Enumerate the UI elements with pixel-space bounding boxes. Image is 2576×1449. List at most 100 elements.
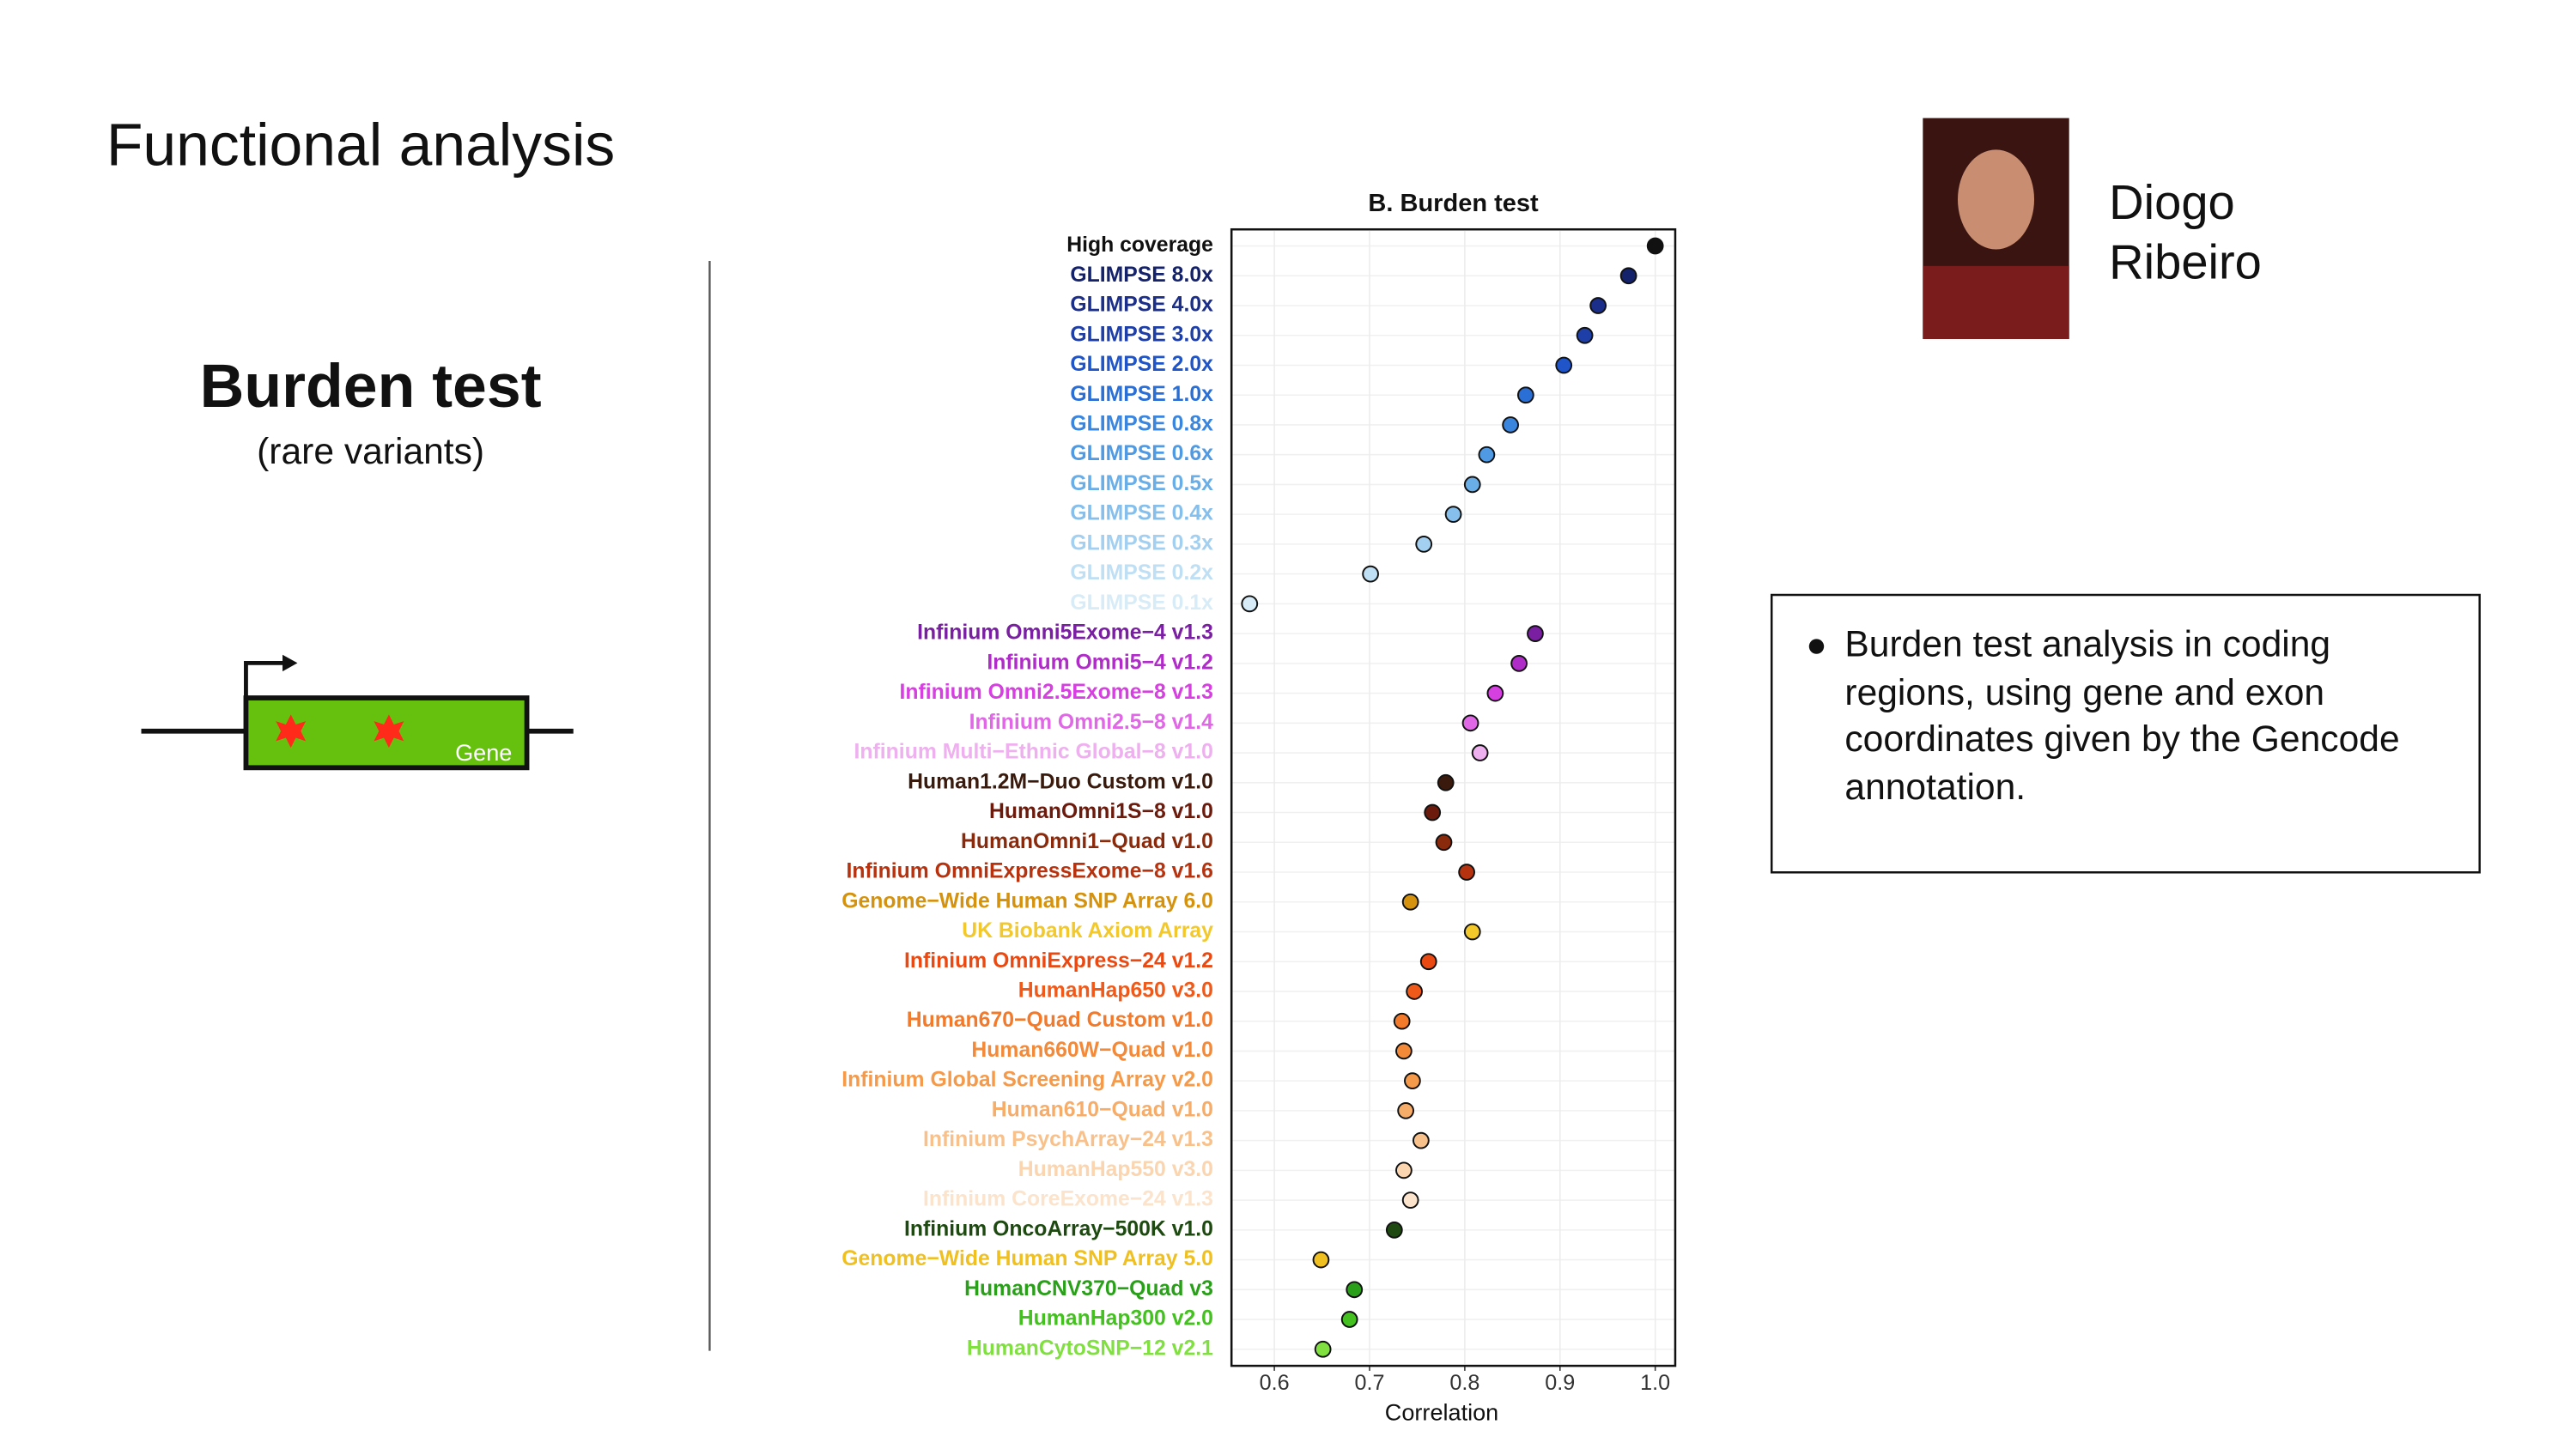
dot xyxy=(1385,1221,1403,1239)
dot xyxy=(1415,536,1433,553)
dot xyxy=(1471,744,1489,761)
arrow-head xyxy=(283,654,298,672)
x-tick-label: 0.8 xyxy=(1449,1371,1479,1395)
y-tick-label: GLIMPSE 1.0x xyxy=(1070,383,1213,406)
left-subheading: (rare variants) xyxy=(257,431,484,472)
chart-title: B. Burden test xyxy=(1368,190,1539,217)
dot xyxy=(1646,237,1664,255)
dot xyxy=(1395,1161,1413,1179)
dot xyxy=(1510,654,1528,672)
dot xyxy=(1340,1311,1358,1328)
y-tick-label: HumanCytoSNP−12 v2.1 xyxy=(967,1337,1213,1360)
bullet-dot xyxy=(1808,639,1825,654)
variant-star xyxy=(374,714,404,749)
speaker-name: Ribeiro xyxy=(2109,235,2262,289)
dot xyxy=(1362,565,1379,583)
dot xyxy=(1406,983,1423,1000)
dot xyxy=(1401,893,1419,911)
gene-label: Gene xyxy=(455,739,512,766)
y-tick-label: Infinium OmniExpressExome−8 v1.6 xyxy=(847,860,1213,883)
dot xyxy=(1419,953,1437,971)
dot xyxy=(1435,834,1453,852)
variant-star xyxy=(276,714,307,749)
y-tick-label: HumanOmni1S−8 v1.0 xyxy=(989,800,1213,823)
y-tick-label: Infinium Omni2.5Exome−8 v1.3 xyxy=(899,681,1212,704)
y-tick-label: HumanHap650 v3.0 xyxy=(1018,979,1213,1002)
y-tick-label: Genome−Wide Human SNP Array 5.0 xyxy=(841,1247,1213,1270)
dot xyxy=(1516,386,1534,404)
y-tick-label: Infinium Omni5−4 v1.2 xyxy=(987,651,1213,674)
dot xyxy=(1463,923,1481,941)
speaker-name: Diogo xyxy=(2109,175,2235,229)
dot xyxy=(1444,506,1462,524)
y-tick-label: Genome−Wide Human SNP Array 6.0 xyxy=(841,889,1213,912)
dot xyxy=(1463,476,1481,494)
plot-frame xyxy=(1230,227,1677,1367)
y-tick-label: Human660W−Quad v1.0 xyxy=(971,1039,1212,1062)
y-tick-label: UK Biobank Axiom Array xyxy=(962,919,1213,943)
dot xyxy=(1397,1102,1415,1119)
y-tick-label: Infinium OncoArray−500K v1.0 xyxy=(904,1217,1213,1240)
dot xyxy=(1555,356,1573,374)
dot xyxy=(1437,773,1455,791)
y-tick-label: GLIMPSE 2.0x xyxy=(1070,353,1213,376)
y-tick-label: Infinium OmniExpress−24 v1.2 xyxy=(904,949,1213,973)
y-tick-label: GLIMPSE 0.4x xyxy=(1070,502,1213,525)
y-tick-label: GLIMPSE 8.0x xyxy=(1070,264,1213,287)
y-tick-label: GLIMPSE 0.2x xyxy=(1070,561,1213,585)
dot xyxy=(1589,297,1607,314)
tss-arrow xyxy=(244,660,286,699)
dot xyxy=(1241,595,1259,613)
y-tick-label: Infinium PsychArray−24 v1.3 xyxy=(923,1128,1213,1151)
dot xyxy=(1401,1191,1419,1209)
dot xyxy=(1478,446,1496,464)
y-tick-label: Infinium Multi−Ethnic Global−8 v1.0 xyxy=(854,741,1213,764)
y-tick-label: High coverage xyxy=(1066,233,1213,257)
x-tick-label: 0.7 xyxy=(1355,1371,1385,1395)
dot xyxy=(1346,1281,1364,1299)
x-tick-label: 0.6 xyxy=(1260,1371,1290,1395)
slide-title: Functional analysis xyxy=(106,112,615,179)
dot xyxy=(1619,267,1637,285)
dot xyxy=(1527,625,1544,642)
y-tick-label: GLIMPSE 0.1x xyxy=(1070,591,1213,615)
y-tick-label: GLIMPSE 0.6x xyxy=(1070,442,1213,465)
y-tick-label: Infinium Global Screening Array v2.0 xyxy=(841,1069,1213,1092)
bullet-container: Burden test analysis in coding regions, … xyxy=(1844,622,2400,807)
y-tick-label: Human670−Quad Custom v1.0 xyxy=(907,1009,1213,1032)
y-tick-label: HumanHap300 v2.0 xyxy=(1018,1307,1213,1331)
x-tick-label: 1.0 xyxy=(1640,1371,1670,1395)
y-tick-label: Human1.2M−Duo Custom v1.0 xyxy=(908,770,1213,793)
x-axis-label: Correlation xyxy=(1385,1398,1498,1425)
dot xyxy=(1576,326,1594,344)
y-tick-label: Infinium Omni2.5−8 v1.4 xyxy=(969,711,1213,734)
bullet-text: Burden test analysis in coding regions, … xyxy=(1844,622,2400,807)
y-tick-label: GLIMPSE 0.8x xyxy=(1070,412,1213,435)
x-tick-label: 0.9 xyxy=(1545,1371,1575,1395)
photo-shirt xyxy=(1923,265,2069,339)
y-tick-label: Human610−Quad v1.0 xyxy=(992,1098,1213,1121)
dot xyxy=(1393,1012,1411,1030)
y-tick-label: Infinium Omni5Exome−4 v1.3 xyxy=(917,621,1213,645)
y-tick-label: Infinium CoreExome−24 v1.3 xyxy=(923,1188,1213,1211)
dot xyxy=(1314,1340,1332,1358)
dot xyxy=(1404,1072,1421,1090)
y-tick-label: HumanCNV370−Quad v3 xyxy=(964,1277,1213,1300)
dot xyxy=(1458,864,1475,881)
y-tick-label: GLIMPSE 0.3x xyxy=(1070,531,1213,555)
dot xyxy=(1486,684,1504,702)
dot xyxy=(1312,1251,1330,1269)
y-tick-label: GLIMPSE 3.0x xyxy=(1070,323,1213,346)
dot xyxy=(1413,1131,1430,1149)
dot xyxy=(1395,1042,1413,1060)
y-tick-label: HumanHap550 v3.0 xyxy=(1018,1158,1213,1181)
dot xyxy=(1424,803,1442,822)
y-tick-label: HumanOmni1−Quad v1.0 xyxy=(961,830,1213,853)
dot xyxy=(1502,416,1519,433)
y-tick-label: GLIMPSE 0.5x xyxy=(1070,472,1213,495)
dot xyxy=(1461,714,1479,732)
bullet-box xyxy=(1770,593,2481,874)
left-heading: Burden test xyxy=(200,352,542,421)
